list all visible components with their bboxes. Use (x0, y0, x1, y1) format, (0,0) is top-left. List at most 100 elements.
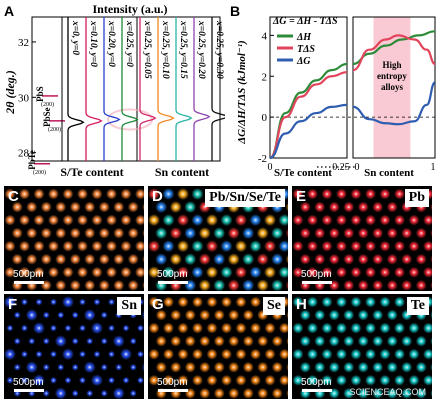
panel-d-atom-column (206, 266, 218, 279)
panel-e-atom-column (401, 227, 413, 239)
panel-c-micrograph: C 500pm (4, 186, 144, 291)
panel-d-atom-column (184, 201, 197, 214)
panel-g-atom-column (250, 374, 261, 386)
panel-c-atom-column (4, 240, 16, 252)
panel-d-atom-column (184, 253, 197, 266)
panel-h-atom-column (430, 337, 432, 346)
panel-h-atom-column (430, 363, 432, 372)
panel-g-atom-column (148, 322, 160, 334)
panel-h-atom-column (386, 361, 398, 373)
panel-h-atom-column (343, 309, 355, 321)
panel-e-atom-column (321, 188, 333, 200)
panel-g-atom-column (148, 348, 160, 360)
panel-f-atom-column (50, 350, 57, 358)
panel-f-atom-column (100, 311, 108, 319)
panel-d-atom-column (271, 279, 284, 291)
panel-g-atom-lattice (148, 296, 288, 399)
panel-h-atom-column (307, 348, 318, 360)
panel-h-atom-column (357, 309, 369, 321)
panel-e-atom-column (386, 253, 398, 265)
panel-h-atom-column (299, 309, 311, 321)
panel-d-atom-column (278, 240, 288, 253)
panel-d-atom-column (256, 279, 269, 291)
panel-a-series-label: x=0, y=0 (70, 20, 80, 55)
panel-g-atom-column (257, 361, 269, 373)
panel-c-atom-column (91, 214, 103, 226)
panel-e-atom-column (379, 266, 391, 278)
panel-a-series-label: x=0.25, y=0.05 (142, 20, 152, 79)
panel-f-atom-column (21, 298, 28, 306)
panel-h-atom-column (401, 387, 413, 399)
panel-a-ref-hkl: (200) (33, 169, 46, 176)
panel-e-atom-column (365, 188, 376, 200)
panel-h-atom-column (328, 309, 340, 321)
panel-f-atom-column (71, 389, 79, 397)
panel-g-atom-column (264, 374, 276, 386)
panel-a-highlight-ring (107, 108, 153, 131)
panel-e-atom-column (408, 214, 420, 226)
panel-d-atom-column (155, 201, 168, 214)
panel-g-atom-column (213, 309, 225, 321)
panel-d-atom-column (249, 214, 262, 227)
panel-f-atom-column (86, 389, 94, 397)
panel-g-atom-column (192, 374, 203, 386)
panel-e-atom-column (328, 253, 340, 265)
panel-d-scale-label: 500pm (157, 269, 188, 280)
panel-b-ytick-label: 4 (262, 30, 268, 42)
panel-c-atom-column (91, 240, 103, 252)
panel-c-atom-column (19, 266, 30, 278)
panel-f-atom-column (108, 298, 115, 306)
panel-f-atom-column (42, 311, 50, 319)
panel-c-atom-column (48, 214, 59, 226)
panel-e-atom-column (394, 240, 405, 252)
panel-a-letter: A (4, 3, 14, 19)
panel-c-atom-column (135, 188, 144, 200)
panel-f-atom-column (54, 335, 67, 348)
panel-a-title: Intensity (a.u.) (92, 2, 167, 16)
panel-g-atom-column (206, 322, 218, 334)
panel-a-series-curve (85, 17, 103, 161)
panel-b-highlight-band (373, 17, 411, 158)
panel-e-atom-column (292, 240, 304, 252)
panel-d-letter: D (152, 188, 163, 205)
panel-h-atom-column (292, 374, 304, 386)
panel-e-atom-column (299, 201, 311, 213)
panel-d-atom-column (191, 266, 204, 279)
panel-h-atom-column (350, 348, 362, 360)
panel-c-atom-column (106, 266, 117, 278)
panel-f-atom-column (35, 350, 43, 358)
panel-g-atom-column (271, 361, 283, 373)
panel-e-atom-column (336, 188, 347, 200)
panel-b-xlabel-sete: S/Te content (274, 167, 332, 179)
panel-f-micrograph: F Sn 500pm (4, 294, 144, 399)
panel-c-atom-column (127, 279, 139, 291)
panel-c-atom-column (62, 188, 74, 200)
panel-g-atom-column (170, 309, 182, 321)
panel-h-atom-column (328, 361, 340, 373)
panel-g-atom-column (279, 322, 288, 334)
panel-f-atom-column (141, 362, 144, 372)
panel-a-ylabel: 2θ (deg.) (3, 70, 17, 115)
panel-g-atom-column (242, 335, 254, 347)
panel-c-letter: C (8, 188, 19, 205)
panel-d-atom-column (191, 240, 204, 253)
panel-d-atom-column (155, 227, 168, 240)
panel-d-atom-column (206, 214, 218, 227)
panel-d-atom-column (227, 279, 240, 291)
panel-h-atom-column (365, 322, 376, 334)
panel-e-atom-column (365, 266, 376, 278)
panel-g-atom-column (184, 361, 196, 373)
panel-h-atom-column (401, 361, 413, 373)
panel-e-atom-column (328, 201, 340, 213)
panel-e-atom-column (401, 279, 413, 291)
panel-d-atom-column (271, 253, 284, 266)
panel-f-atom-column (100, 389, 108, 397)
panel-c-atom-column (11, 253, 23, 265)
panel-e-atom-column (372, 201, 384, 213)
panel-h-atom-column (372, 335, 384, 347)
panel-c-atom-column (62, 266, 74, 278)
panel-f-atom-column (4, 296, 16, 308)
panel-d-atom-column (213, 253, 226, 266)
panel-g-atom-column (250, 322, 261, 334)
panel-g-micrograph: G Se 500pm (148, 294, 288, 399)
